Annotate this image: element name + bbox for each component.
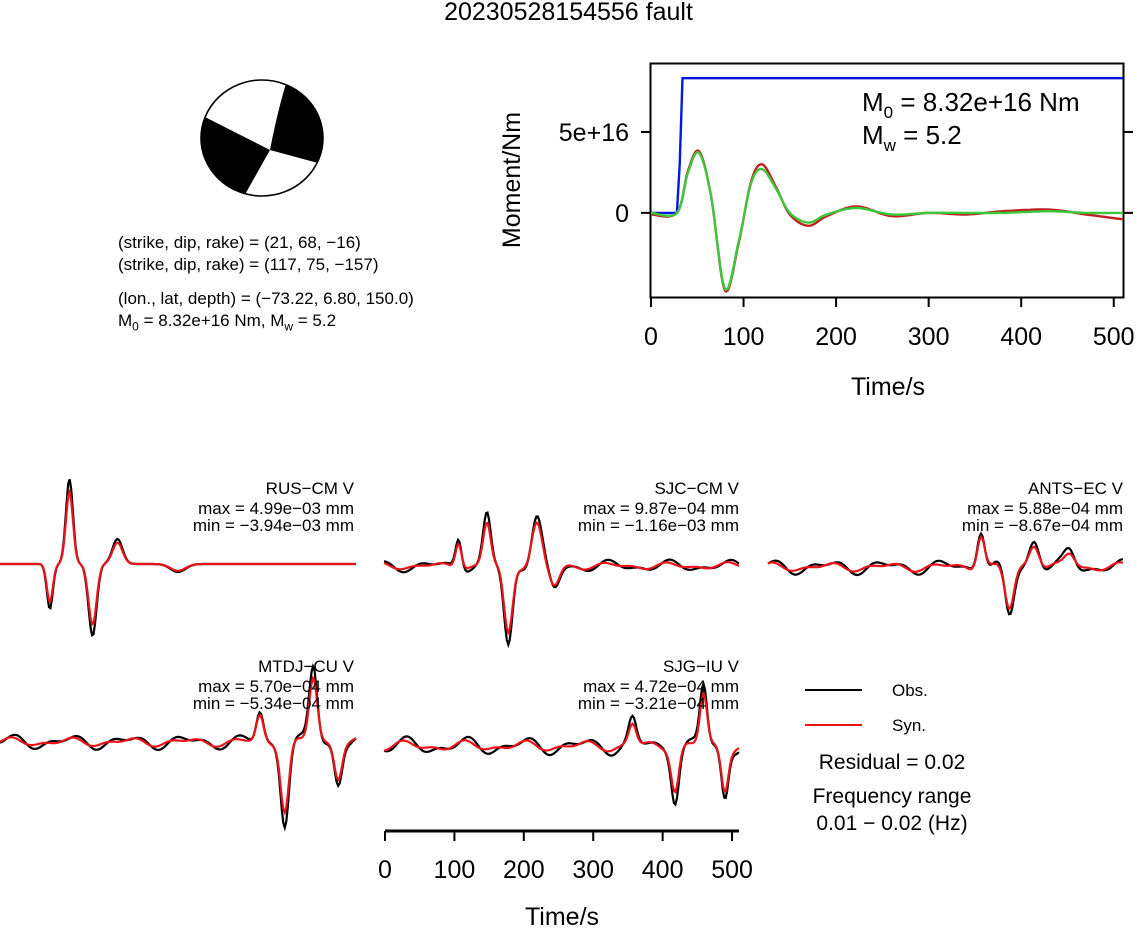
station-min-3: min = −8.67e−04 mm [962,516,1123,535]
trace-syn-1 [0,488,356,627]
station-name-4: MTDJ−CU V [258,657,355,676]
station-max-1: max = 4.99e−03 mm [198,499,354,518]
residual-text: Residual = 0.02 [819,751,966,774]
moment-ylabel: Moment/Nm [498,112,526,248]
trace-syn-5 [383,690,740,794]
legend-syn-label: Syn. [892,716,926,735]
moment-xtick-label: 300 [908,323,950,351]
station-name-1: RUS−CM V [266,479,355,498]
station-name-3: ANTS−EC V [1028,479,1124,498]
wave-xtick-label: 300 [572,856,614,884]
station-min-2: min = −1.16e−03 mm [578,516,739,535]
focal-line-2: (strike, dip, rake) = (117, 75, −157) [118,255,379,274]
moment-xlabel: Time/s [851,373,925,401]
trace-syn-3 [767,534,1124,611]
moment-ytick-label: 5e+16 [559,119,629,147]
freq-range-value: 0.01 − 0.02 (Hz) [816,812,967,835]
moment-xtick-label: 0 [644,323,658,351]
focal-line-1: (strike, dip, rake) = (21, 68, −16) [118,233,361,252]
figure-title: 20230528154556 fault [444,0,693,26]
legend-obs-label: Obs. [892,681,928,700]
waveform-xlabel: Time/s [525,903,599,928]
station-min-5: min = −3.21e−04 mm [578,694,739,713]
moment-mw-annotation: Mw = 5.2 [862,120,962,155]
station-name-5: SJG−IU V [663,657,740,676]
station-max-4: max = 5.70e−04 mm [198,677,354,696]
station-max-3: max = 5.88e−04 mm [967,499,1123,518]
focal-line-3: (lon., lat, depth) = (−73.22, 6.80, 150.… [118,289,414,308]
trace-obs-3 [767,531,1124,616]
beachball-icon [200,79,324,197]
wave-xtick-label: 200 [503,856,545,884]
wave-xtick-label: 500 [711,856,753,884]
station-max-2: max = 9.87e−04 mm [583,499,739,518]
wave-xtick-label: 0 [378,856,392,884]
focal-line-4: M0 = 8.32e+16 Nm, Mw = 5.2 [118,311,337,334]
moment-step-line [651,77,1123,215]
moment-xtick-label: 100 [723,323,765,351]
legend: Obs. Syn. Residual = 0.02 Frequency rang… [805,681,972,835]
station-max-5: max = 4.72e−04 mm [583,677,739,696]
moment-m0-annotation: M0 = 8.32e+16 Nm [862,87,1080,122]
moment-chart: 05e+160 100 200 300 400 500 Moment/Nm Time/s … [498,62,1135,401]
moment-xtick-label: 500 [1093,323,1135,351]
moment-plot-frame [649,62,1125,299]
trace-syn-2 [383,521,740,636]
moment-xtick-label: 400 [1000,323,1042,351]
moment-ytick-label: 0 [615,200,629,228]
moment-xtick-label: 200 [815,323,857,351]
station-name-2: SJC−CM V [654,479,739,498]
wave-xtick-label: 100 [434,856,476,884]
moment-rate-syn-line [650,151,1123,292]
station-min-4: min = −5.34e−04 mm [193,694,354,713]
trace-syn-4 [0,675,357,816]
freq-range-title: Frequency range [813,785,972,808]
wave-xtick-label: 400 [642,856,684,884]
station-min-1: min = −3.94e−03 mm [193,516,354,535]
